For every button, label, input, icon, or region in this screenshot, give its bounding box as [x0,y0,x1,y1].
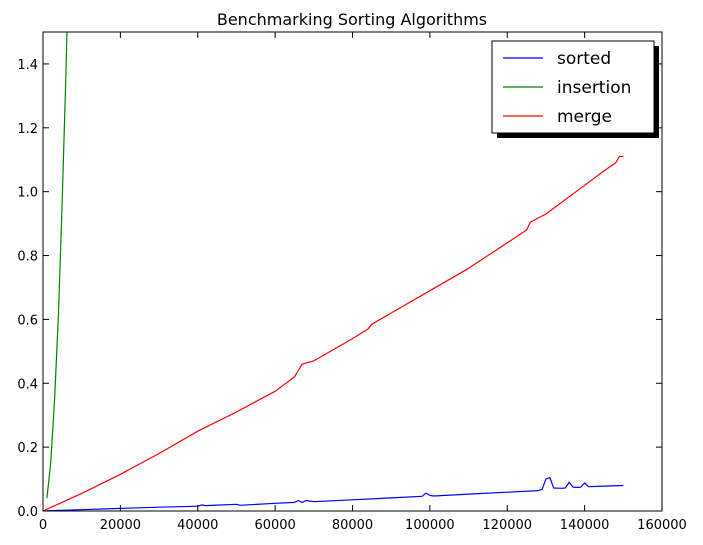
x-tick-label: 20000 [100,518,141,533]
y-tick-label: 0.0 [17,505,38,520]
legend-label-sorted: sorted [557,49,611,69]
x-tick-label: 160000 [637,518,687,533]
legend: sorted insertion merge [491,40,659,138]
y-tick-label: 1.0 [17,186,38,201]
tick-layer: 0 20000 40000 60000 80000 100000 120000 140000 1… [17,32,687,533]
x-tick-label: 60000 [254,518,295,533]
y-tick-label: 0.2 [17,441,38,456]
legend-label-insertion: insertion [557,78,631,98]
x-tick-label: 0 [39,518,47,533]
series-layer [43,32,624,511]
series-line-sorted [46,476,624,511]
x-tick-label: 80000 [332,518,373,533]
legend-label-merge: merge [557,107,612,127]
chart-title: Benchmarking Sorting Algorithms [217,10,487,29]
y-tick-label: 0.6 [17,313,38,328]
series-line-insertion [46,32,68,499]
y-tick-label: 0.4 [17,377,38,392]
x-tick-label: 100000 [405,518,455,533]
y-tick-label: 1.4 [17,58,38,73]
y-tick-label: 1.2 [17,122,38,137]
series-line-merge [43,155,624,511]
x-tick-label: 140000 [560,518,610,533]
x-tick-label: 120000 [482,518,532,533]
x-tick-label: 40000 [177,518,218,533]
y-tick-label: 0.8 [17,250,38,265]
